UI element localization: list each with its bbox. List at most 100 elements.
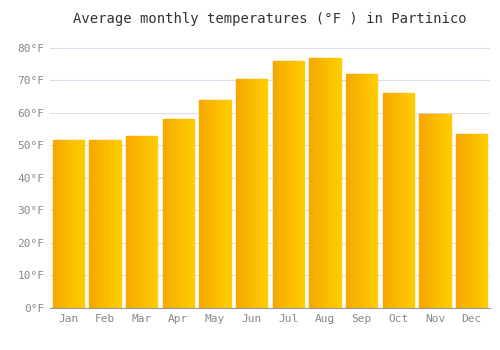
Bar xyxy=(358,74,360,308)
Bar xyxy=(285,61,286,308)
Bar xyxy=(296,61,298,308)
Bar xyxy=(441,114,442,308)
Bar xyxy=(439,114,440,308)
Bar xyxy=(58,140,59,308)
Bar xyxy=(193,119,194,308)
Bar xyxy=(376,74,378,308)
Bar xyxy=(366,74,367,308)
Bar xyxy=(371,74,372,308)
Bar xyxy=(156,135,157,308)
Bar xyxy=(323,57,324,308)
Bar xyxy=(298,61,300,308)
Bar xyxy=(262,79,263,308)
Bar xyxy=(338,57,340,308)
Bar xyxy=(483,134,484,308)
Bar xyxy=(273,61,274,308)
Bar xyxy=(264,79,265,308)
Bar xyxy=(236,79,237,308)
Bar xyxy=(250,79,252,308)
Bar xyxy=(365,74,366,308)
Bar xyxy=(329,57,330,308)
Bar xyxy=(64,140,65,308)
Bar xyxy=(252,79,254,308)
Bar xyxy=(396,93,398,308)
Bar xyxy=(442,114,444,308)
Bar xyxy=(239,79,240,308)
Bar xyxy=(108,140,109,308)
Bar xyxy=(424,114,426,308)
Bar xyxy=(479,134,480,308)
Bar xyxy=(430,114,431,308)
Bar xyxy=(248,79,250,308)
Bar xyxy=(373,74,374,308)
Bar xyxy=(395,93,396,308)
Bar xyxy=(283,61,284,308)
Bar xyxy=(216,100,217,308)
Bar xyxy=(390,93,391,308)
Bar xyxy=(180,119,182,308)
Bar xyxy=(129,135,130,308)
Bar xyxy=(281,61,282,308)
Bar xyxy=(174,119,175,308)
Bar xyxy=(482,134,483,308)
Bar xyxy=(462,134,464,308)
Bar xyxy=(284,61,285,308)
Bar xyxy=(382,93,384,308)
Bar xyxy=(481,134,482,308)
Bar xyxy=(325,57,326,308)
Bar xyxy=(152,135,153,308)
Bar xyxy=(457,134,458,308)
Bar xyxy=(163,119,194,308)
Bar xyxy=(100,140,101,308)
Bar xyxy=(81,140,82,308)
Bar xyxy=(63,140,64,308)
Bar xyxy=(202,100,203,308)
Bar xyxy=(165,119,166,308)
Bar xyxy=(217,100,218,308)
Bar xyxy=(126,135,127,308)
Bar xyxy=(116,140,117,308)
Bar xyxy=(331,57,332,308)
Bar xyxy=(448,114,450,308)
Bar xyxy=(312,57,314,308)
Bar xyxy=(263,79,264,308)
Bar xyxy=(265,79,266,308)
Bar xyxy=(215,100,216,308)
Bar xyxy=(148,135,149,308)
Bar xyxy=(412,93,413,308)
Bar xyxy=(145,135,146,308)
Bar xyxy=(326,57,327,308)
Bar xyxy=(130,135,132,308)
Bar xyxy=(110,140,111,308)
Bar xyxy=(102,140,103,308)
Bar xyxy=(327,57,328,308)
Bar xyxy=(275,61,276,308)
Title: Average monthly temperatures (°F ) in Partinico: Average monthly temperatures (°F ) in Pa… xyxy=(73,12,467,26)
Bar xyxy=(256,79,257,308)
Bar xyxy=(459,134,460,308)
Bar xyxy=(290,61,292,308)
Bar xyxy=(330,57,331,308)
Bar xyxy=(56,140,57,308)
Bar xyxy=(190,119,191,308)
Bar xyxy=(334,57,336,308)
Bar xyxy=(279,61,280,308)
Bar xyxy=(191,119,192,308)
Bar xyxy=(176,119,178,308)
Bar xyxy=(429,114,430,308)
Bar xyxy=(382,93,414,308)
Bar xyxy=(302,61,303,308)
Bar xyxy=(155,135,156,308)
Bar xyxy=(436,114,437,308)
Bar xyxy=(96,140,98,308)
Bar xyxy=(480,134,481,308)
Bar xyxy=(171,119,172,308)
Bar xyxy=(164,119,165,308)
Bar xyxy=(213,100,214,308)
Bar xyxy=(319,57,320,308)
Bar xyxy=(292,61,294,308)
Bar xyxy=(153,135,154,308)
Bar xyxy=(385,93,386,308)
Bar xyxy=(182,119,184,308)
Bar xyxy=(387,93,388,308)
